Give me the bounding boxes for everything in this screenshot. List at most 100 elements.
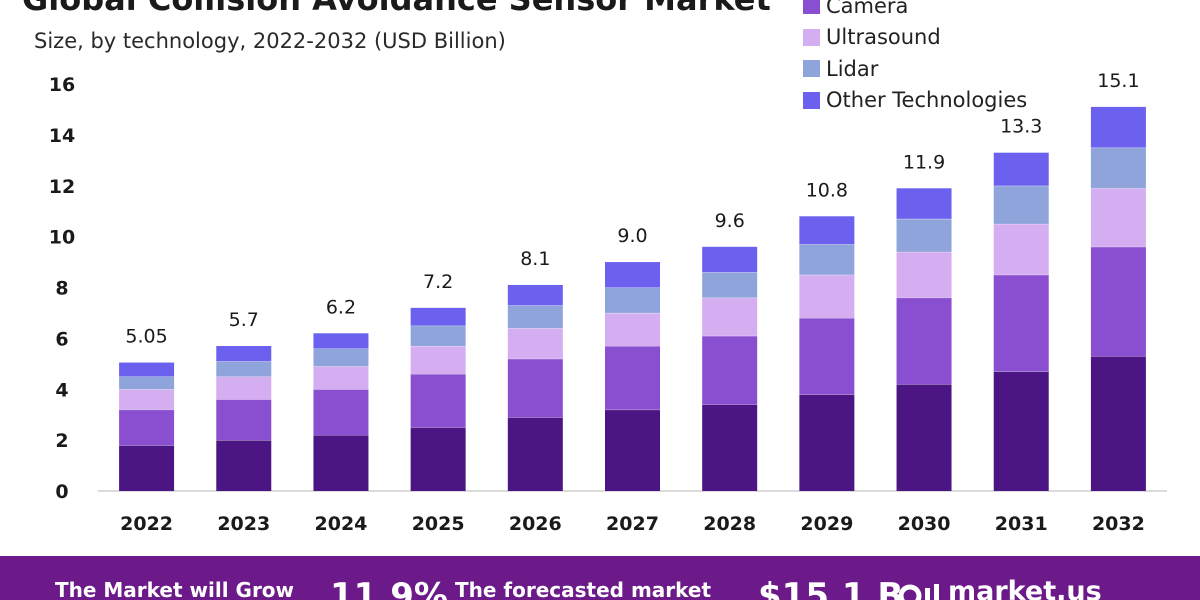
bar-segment-lidar bbox=[993, 185, 1049, 224]
banner-brand-name: market.us bbox=[948, 576, 1102, 600]
banner-market-value: $15.1 B bbox=[758, 576, 904, 600]
bar-total-label: 9.6 bbox=[715, 210, 745, 232]
bar-segment-camera bbox=[799, 318, 855, 395]
legend-label-lidar: Lidar bbox=[826, 56, 879, 81]
bar-total-label: 15.1 bbox=[1097, 70, 1139, 92]
x-tick-label: 2031 bbox=[995, 513, 1048, 535]
bar-segment-other-technologies bbox=[119, 362, 175, 377]
y-tick-label: 14 bbox=[49, 125, 75, 147]
bar-segment-camera bbox=[993, 274, 1049, 372]
bar-segment-lidar bbox=[507, 305, 563, 329]
x-tick-label: 2026 bbox=[509, 513, 562, 535]
bar-segment-other-technologies bbox=[507, 284, 563, 306]
bar-segment-other-technologies bbox=[993, 152, 1049, 186]
chart-subtitle: Size, by technology, 2022-2032 (USD Bill… bbox=[34, 29, 506, 53]
bar-total-label: 13.3 bbox=[1000, 116, 1042, 138]
x-tick-label: 2025 bbox=[412, 513, 465, 535]
bar-segment-camera bbox=[119, 409, 175, 446]
bar-segment-other-technologies bbox=[702, 246, 758, 273]
bar-segment-lidar bbox=[216, 361, 272, 377]
bar-segment-ultrasound bbox=[507, 328, 563, 359]
bar-segment-other-technologies bbox=[605, 262, 660, 288]
footer-banner: The Market will Grow 11.9% The forecaste… bbox=[0, 556, 1200, 600]
legend-item-ultrasound: Ultrasound bbox=[803, 22, 1027, 54]
y-tick-label: 10 bbox=[49, 227, 75, 249]
legend-label-other-technologies: Other Technologies bbox=[826, 88, 1028, 113]
y-tick-label: 8 bbox=[55, 278, 68, 300]
x-tick-label: 2032 bbox=[1092, 513, 1145, 535]
bar-segment-other-technologies bbox=[313, 333, 369, 349]
y-tick-label: 6 bbox=[55, 328, 68, 350]
bar-segment-camera bbox=[507, 358, 563, 418]
stacked-bar-chart: 0 2 4 6 8 10 12 14 16 5.05 2022 5.7 2023 6.2 2024 7.2 20… bbox=[49, 70, 1167, 535]
bar-segment-ultrasound bbox=[799, 274, 855, 319]
bar-segment-lidar bbox=[119, 376, 175, 390]
bar-segment-lidar bbox=[702, 272, 758, 298]
bar-total-label: 5.7 bbox=[229, 309, 259, 331]
bar-segment-lidar bbox=[799, 244, 855, 275]
brand-logo-icon bbox=[898, 584, 939, 600]
bar-segment-lidar bbox=[410, 325, 466, 347]
banner-grow-text: The Market will Grow bbox=[55, 578, 295, 600]
bar-segment-radar bbox=[410, 427, 466, 491]
bar-segment-radar bbox=[119, 445, 175, 491]
bar-segment-camera bbox=[216, 399, 272, 441]
bar-segment-camera bbox=[896, 297, 952, 385]
bar-segment-lidar bbox=[313, 348, 369, 367]
bar-segment-ultrasound bbox=[119, 389, 175, 410]
bar-total-label: 7.2 bbox=[423, 271, 453, 293]
legend-label-ultrasound: Ultrasound bbox=[826, 25, 941, 50]
bar-segment-other-technologies bbox=[410, 307, 466, 326]
y-tick-label: 0 bbox=[55, 481, 68, 503]
legend-item-other-technologies: Other Technologies bbox=[803, 85, 1027, 117]
legend-item-lidar: Lidar bbox=[803, 53, 1027, 85]
bar-segment-other-technologies bbox=[896, 188, 952, 219]
banner-forecast-text: The forecasted market bbox=[455, 578, 712, 600]
bar-total-label: 5.05 bbox=[125, 326, 167, 348]
bar-total-label: 6.2 bbox=[326, 296, 356, 318]
y-tick-label: 16 bbox=[49, 74, 75, 96]
bar-segment-camera bbox=[1090, 246, 1146, 357]
bar-segment-camera bbox=[702, 335, 758, 405]
bar-segment-ultrasound bbox=[896, 251, 952, 298]
bar-segment-lidar bbox=[605, 287, 660, 313]
legend-swatch-other-technologies bbox=[803, 91, 820, 109]
bar-segment-lidar bbox=[1090, 147, 1146, 189]
bar-segment-ultrasound bbox=[1090, 188, 1146, 247]
y-tick-label: 4 bbox=[55, 379, 68, 401]
bar-total-label: 11.9 bbox=[903, 151, 945, 173]
bar-segment-ultrasound bbox=[993, 223, 1049, 275]
bar-segment-radar bbox=[702, 404, 758, 491]
bar-segment-lidar bbox=[896, 218, 952, 252]
bar-segment-radar bbox=[799, 394, 855, 491]
bar-segment-ultrasound bbox=[702, 297, 758, 336]
bar-segment-camera bbox=[313, 389, 369, 436]
bar-segment-camera bbox=[605, 346, 660, 410]
bar-segment-radar bbox=[507, 417, 563, 491]
bar-total-label: 10.8 bbox=[806, 179, 848, 201]
x-tick-label: 2029 bbox=[800, 513, 853, 535]
legend-swatch-camera bbox=[803, 0, 820, 15]
bar-segment-other-technologies bbox=[799, 216, 855, 245]
y-tick-label: 12 bbox=[49, 176, 75, 198]
x-tick-label: 2023 bbox=[217, 513, 270, 535]
bar-segment-radar bbox=[896, 384, 952, 491]
x-tick-label: 2028 bbox=[703, 513, 756, 535]
bar-segment-other-technologies bbox=[216, 346, 272, 362]
bar-segment-radar bbox=[1090, 356, 1146, 491]
bar-segment-ultrasound bbox=[313, 366, 369, 390]
bar-segment-ultrasound bbox=[605, 312, 660, 347]
x-tick-label: 2024 bbox=[315, 513, 368, 535]
legend-label-camera: Camera bbox=[826, 0, 909, 18]
bar-segment-ultrasound bbox=[216, 376, 272, 400]
legend-swatch-ultrasound bbox=[803, 28, 820, 46]
y-tick-label: 2 bbox=[55, 430, 68, 452]
bar-total-label: 9.0 bbox=[617, 225, 647, 247]
chart-legend: Camera Ultrasound Lidar Other Technologi… bbox=[803, 0, 1027, 116]
bar-segment-radar bbox=[993, 371, 1049, 491]
bar-total-label: 8.1 bbox=[520, 248, 550, 270]
x-tick-label: 2030 bbox=[898, 513, 951, 535]
bar-segment-radar bbox=[313, 435, 369, 491]
x-tick-label: 2027 bbox=[606, 513, 659, 535]
chart-title: Global Collision Avoidance Sensor Market bbox=[22, 0, 771, 18]
